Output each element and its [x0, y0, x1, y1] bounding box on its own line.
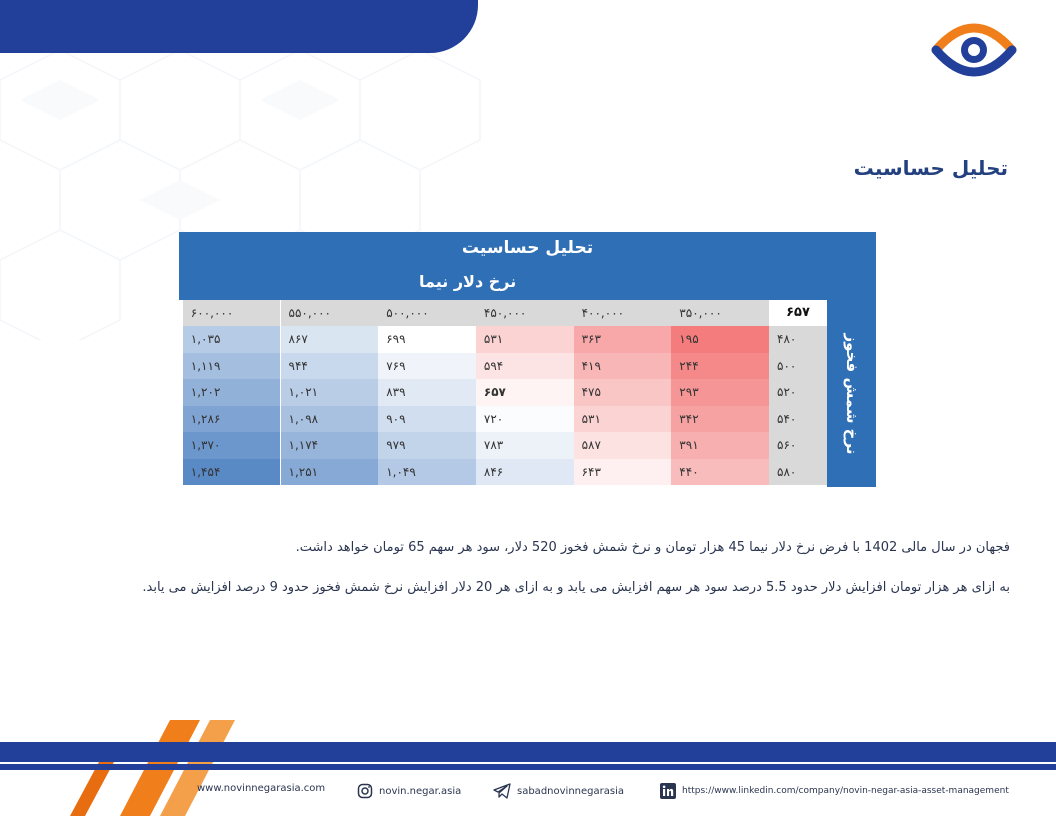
footer-contacts: www.novinnegarasia.com novin.negar.asia …: [0, 776, 1056, 806]
table-cell: ۴۷۵: [573, 379, 672, 406]
table-cell: ۴۴۰: [671, 458, 769, 485]
table-cell: ۱,۲۵۱: [280, 458, 379, 485]
linkedin-url[interactable]: https://www.linkedin.com/company/novin-n…: [682, 786, 1009, 796]
column-header: ۴۵۰,۰۰۰: [475, 300, 574, 326]
table-cell: ۸۳۹: [378, 379, 476, 406]
table-cell: ۱,۱۱۹: [182, 352, 281, 379]
table-cell: ۹۰۹: [378, 405, 476, 432]
table-cell: ۵۸۷: [573, 432, 672, 459]
table-cell: ۸۴۶: [475, 458, 574, 485]
paragraph-2: به ازای هر هزار تومان افزایش دلار حدود 5…: [142, 580, 1010, 595]
table-cell: ۷۸۳: [475, 432, 574, 459]
table-cell: ۱,۲۸۶: [182, 405, 281, 432]
table-cell: ۱,۳۷۰: [182, 432, 281, 459]
background-pattern: [0, 48, 481, 340]
table-cell: ۱,۰۴۹: [378, 458, 476, 485]
table-cell: ۶۹۹: [378, 326, 476, 353]
table-cell: ۶۵۷: [475, 379, 574, 406]
table-cell: ۵۹۴: [475, 352, 574, 379]
table-cell: ۱,۰۹۸: [280, 405, 379, 432]
row-header: ۴۸۰: [769, 326, 827, 353]
table-cell: ۱,۴۵۴: [182, 458, 281, 485]
footer-stripe-thin: [0, 764, 1056, 770]
row-header: ۵۴۰: [769, 405, 827, 432]
telegram-icon: [493, 783, 511, 799]
table-cell: ۱,۲۰۲: [182, 379, 281, 406]
table-cell: ۵۳۱: [573, 405, 672, 432]
footer-instagram[interactable]: novin.negar.asia: [357, 783, 461, 799]
row-header: ۵۲۰: [769, 379, 827, 406]
row-axis-label: نرخ شمش فخوز: [842, 333, 861, 454]
table-cell: ۵۳۱: [475, 326, 574, 353]
footer-website[interactable]: www.novinnegarasia.com: [197, 783, 325, 794]
table-cell: ۱,۱۷۴: [280, 432, 379, 459]
linkedin-icon: [660, 783, 676, 799]
row-header: ۵۰۰: [769, 352, 827, 379]
column-header: ۴۰۰,۰۰۰: [573, 300, 672, 326]
table-cell: ۱,۰۲۱: [280, 379, 379, 406]
row-header: ۵۶۰: [769, 432, 827, 459]
telegram-handle[interactable]: sabadnovinnegarasia: [517, 785, 624, 797]
table-cell: ۴۱۹: [573, 352, 672, 379]
footer-telegram[interactable]: sabadnovinnegarasia: [493, 783, 624, 799]
top-banner: [0, 0, 478, 53]
footer-stripe: [0, 742, 1056, 762]
table-title: تحلیل حساسیت: [179, 232, 876, 264]
table-cell: ۷۶۹: [378, 352, 476, 379]
table-cell: ۹۷۹: [378, 432, 476, 459]
paragraph-1: فجهان در سال مالی 1402 با فرض نرخ دلار ن…: [295, 540, 1010, 555]
sensitivity-table: تحلیل حساسیت نرخ دلار نیما نرخ شمش فخوز …: [179, 232, 876, 487]
table-cell: ۳۹۱: [671, 432, 769, 459]
row-axis-header: نرخ شمش فخوز: [827, 300, 876, 487]
brand-logo-icon: [931, 23, 1017, 77]
row-header: ۵۸۰: [769, 458, 827, 485]
col-axis-label: نرخ دلار نیما: [419, 272, 517, 291]
table-cell: ۹۴۴: [280, 352, 379, 379]
instagram-handle[interactable]: novin.negar.asia: [379, 785, 462, 797]
footer-linkedin[interactable]: https://www.linkedin.com/company/novin-n…: [660, 783, 1009, 799]
table-col-axis-header: نرخ دلار نیما: [179, 264, 876, 300]
column-header: ۵۵۰,۰۰۰: [280, 300, 379, 326]
table-cell: ۳۴۲: [671, 405, 769, 432]
table-cell: ۸۶۷: [280, 326, 379, 353]
column-header: ۶۰۰,۰۰۰: [182, 300, 281, 326]
column-header: ۵۰۰,۰۰۰: [378, 300, 476, 326]
table-cell: ۲۹۳: [671, 379, 769, 406]
table-cell: ۱,۰۳۵: [182, 326, 281, 353]
table-cell: ۶۴۳: [573, 458, 672, 485]
instagram-icon: [357, 783, 373, 799]
page-title: تحلیل حساسیت: [853, 156, 1008, 180]
website-link[interactable]: www.novinnegarasia.com: [197, 783, 326, 794]
table-cell: ۳۶۳: [573, 326, 672, 353]
table-cell: ۲۴۴: [671, 352, 769, 379]
column-header: ۳۵۰,۰۰۰: [671, 300, 769, 326]
table-cell: ۱۹۵: [671, 326, 769, 353]
table-cell: ۷۲۰: [475, 405, 574, 432]
corner-cell: ۶۵۷: [769, 300, 827, 326]
